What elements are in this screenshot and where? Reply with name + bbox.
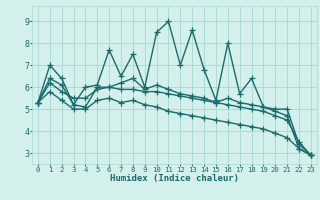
X-axis label: Humidex (Indice chaleur): Humidex (Indice chaleur): [110, 174, 239, 183]
